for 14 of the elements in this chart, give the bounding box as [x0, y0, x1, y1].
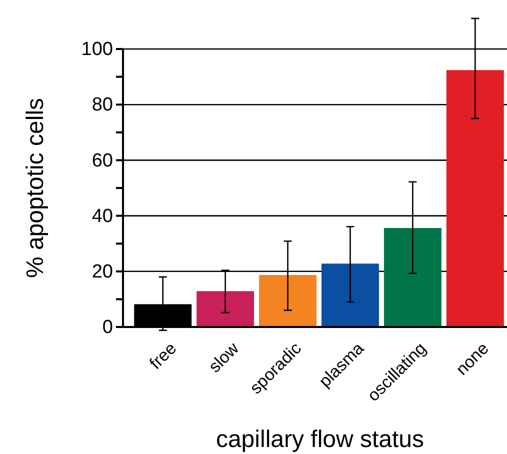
- y-tick-label: 80: [92, 94, 113, 116]
- y-tick-label: 100: [81, 39, 113, 60]
- bar: [384, 228, 442, 327]
- y-tick-label: 20: [92, 261, 113, 282]
- bar: [196, 291, 254, 327]
- y-axis-title: % apoptotic cells: [22, 98, 49, 278]
- bar: [322, 264, 379, 327]
- x-tick-label: free: [146, 338, 180, 373]
- y-tick-label: 60: [92, 150, 113, 172]
- y-tick-label: 0: [102, 317, 113, 338]
- x-axis-title: capillary flow status: [216, 426, 424, 453]
- y-tick-label: 40: [92, 206, 113, 227]
- bar: [446, 70, 504, 327]
- bar: [259, 275, 316, 327]
